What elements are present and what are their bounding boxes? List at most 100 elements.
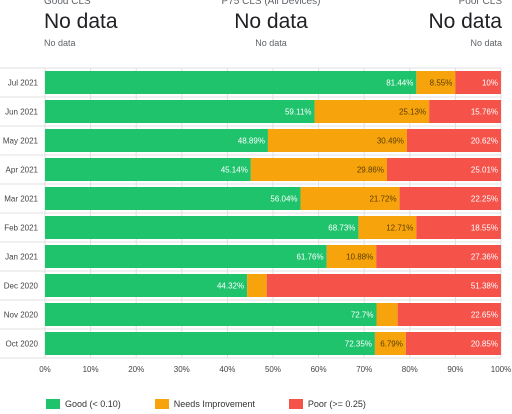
data-label: 8.55% [430, 79, 453, 88]
category-label: Dec 2020 [4, 282, 39, 291]
data-label: 6.79% [380, 340, 403, 349]
needs-improvement-bar [358, 216, 417, 239]
category-label: Nov 2020 [4, 311, 39, 320]
x-tick-label: 50% [265, 365, 281, 374]
poor-bar [406, 129, 501, 152]
data-label: 22.65% [471, 311, 498, 320]
p75-cls-sub: No data [255, 38, 287, 48]
legend-item-needs-improvement[interactable]: Needs Improvement [154, 399, 255, 409]
poor-bar [387, 158, 502, 181]
data-label: 51.38% [471, 282, 498, 291]
data-label: 18.55% [471, 224, 498, 233]
good-cls-sub: No data [44, 38, 76, 48]
legend-label-good: Good (< 0.10) [65, 399, 121, 409]
data-label: 21.72% [369, 195, 396, 204]
poor-bar [429, 100, 501, 123]
x-tick-label: 20% [128, 365, 144, 374]
x-tick-label: 80% [402, 365, 418, 374]
good-bar [45, 187, 301, 210]
legend-swatch-needs-improvement [154, 399, 169, 409]
category-label: Jun 2021 [5, 108, 38, 117]
legend-swatch-good [46, 399, 60, 409]
poor-cls-label: Poor CLS [458, 0, 502, 7]
legend-label-needs-improvement: Needs Improvement [173, 399, 255, 409]
good-bar [45, 332, 375, 355]
poor-bar [399, 187, 502, 210]
x-tick-label: 0% [39, 365, 51, 374]
good-bar [45, 245, 327, 268]
poor-cls-value: No data [428, 10, 502, 33]
p75-cls-label: P75 CLS (All Devices) [221, 0, 321, 7]
x-tick-label: 70% [356, 365, 372, 374]
good-bar [45, 129, 268, 152]
x-tick-label: 10% [83, 365, 99, 374]
legend-swatch-poor [288, 399, 303, 409]
category-label: Feb 2021 [4, 224, 38, 233]
data-label: 45.14% [221, 166, 248, 175]
data-label: 61.76% [296, 253, 323, 262]
poor-bar [266, 274, 501, 297]
good-bar [45, 303, 377, 326]
data-label: 27.36% [471, 253, 498, 262]
data-label: 20.85% [471, 340, 498, 349]
legend-label-poor: Poor (>= 0.25) [307, 399, 366, 409]
data-label: 56.04% [270, 195, 297, 204]
data-label: 10% [482, 79, 498, 88]
data-label: 81.44% [386, 79, 413, 88]
x-tick-label: 40% [219, 365, 235, 374]
x-tick-label: 90% [447, 365, 463, 374]
needs-improvement-bar [314, 100, 430, 123]
good-cls-label: Good CLS [44, 0, 91, 7]
x-tick-label: 60% [311, 365, 327, 374]
x-tick-label: 100% [491, 365, 511, 374]
needs-improvement-bar [250, 158, 387, 181]
category-label: May 2021 [3, 137, 39, 146]
data-label: 22.25% [471, 195, 498, 204]
data-label: 44.32% [217, 282, 244, 291]
p75-cls-kpi: P75 CLS (All Devices) No data No data [186, 0, 356, 49]
data-label: 10.88% [346, 253, 373, 262]
data-label: 72.35% [345, 340, 372, 349]
legend-item-poor[interactable]: Poor (>= 0.25) [288, 399, 366, 409]
chart-legend: Good (< 0.10) Needs Improvement Poor (>=… [46, 399, 400, 409]
needs-improvement-bar [300, 187, 400, 210]
poor-bar [405, 332, 501, 355]
category-label: Apr 2021 [6, 166, 39, 175]
needs-improvement-bar [416, 71, 456, 94]
category-label: Jan 2021 [5, 253, 38, 262]
good-bar [45, 100, 315, 123]
data-label: 20.62% [471, 137, 498, 146]
poor-cls-sub: No data [470, 38, 502, 48]
data-label: 48.89% [238, 137, 265, 146]
data-label: 15.76% [471, 108, 498, 117]
needs-improvement-bar [247, 274, 267, 297]
data-label: 25.01% [471, 166, 498, 175]
category-label: Oct 2020 [6, 340, 39, 349]
good-bar [45, 216, 359, 239]
good-bar [45, 274, 248, 297]
p75-cls-value: No data [234, 10, 308, 33]
data-label: 59.11% [285, 108, 312, 117]
category-label: Jul 2021 [8, 79, 39, 88]
legend-item-good[interactable]: Good (< 0.10) [46, 399, 121, 409]
data-label: 30.49% [377, 137, 404, 146]
poor-bar [455, 71, 501, 94]
good-bar [45, 158, 251, 181]
good-cls-kpi: Good CLS No data No data [44, 0, 214, 49]
category-label: Mar 2021 [4, 195, 38, 204]
poor-cls-kpi: Poor CLS No data No data [332, 0, 502, 49]
data-label: 12.71% [386, 224, 413, 233]
needs-improvement-bar [267, 129, 407, 152]
good-cls-value: No data [44, 10, 118, 33]
poor-bar [376, 245, 501, 268]
data-label: 72.7% [351, 311, 374, 320]
poor-bar [416, 216, 501, 239]
needs-improvement-bar [326, 245, 377, 268]
needs-improvement-bar [376, 303, 398, 326]
data-label: 25.13% [399, 108, 426, 117]
data-label: 68.73% [328, 224, 355, 233]
needs-improvement-bar [374, 332, 406, 355]
data-label: 29.86% [357, 166, 384, 175]
good-bar [45, 71, 417, 94]
